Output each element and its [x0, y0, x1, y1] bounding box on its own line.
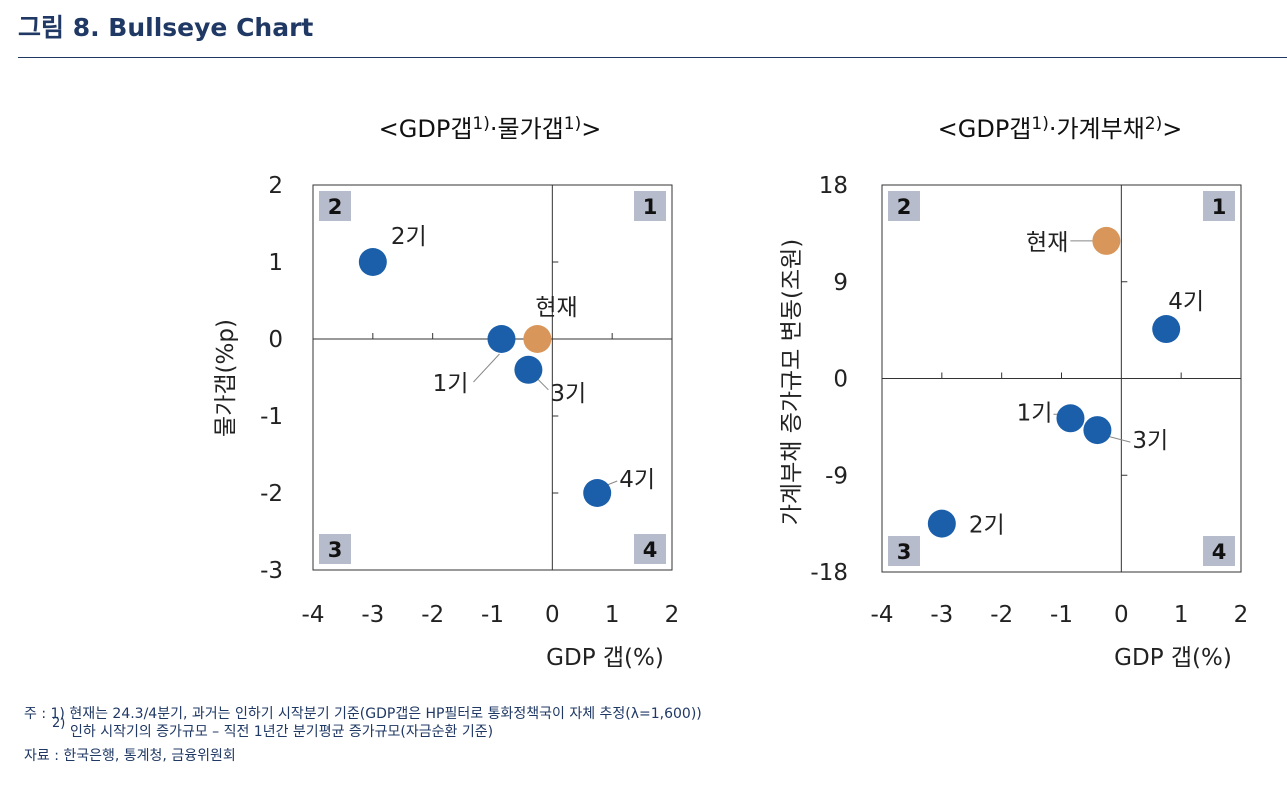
x-axis-label: GDP 갭(%)	[1114, 645, 1232, 671]
quadrant-number: 2	[897, 195, 912, 219]
y-tick-label: 18	[819, 173, 848, 199]
chart-title: <GDP갭1)·물가갭1)>	[379, 114, 602, 143]
figure-title: 그림 8. Bullseye Chart	[18, 13, 314, 42]
data-point	[927, 509, 956, 538]
x-tick-label: -1	[481, 602, 504, 628]
y-tick-label: -2	[260, 481, 283, 507]
chart-title-part: >	[1162, 115, 1182, 143]
y-tick-label: -9	[825, 463, 848, 489]
plot-frame	[312, 184, 673, 571]
note-1: 주 : 1) 현재는 24.3/4분기, 과거는 인하기 시작분기 기준(GDP…	[24, 705, 702, 723]
x-tick-label: 1	[605, 602, 620, 628]
chart-title-part: ·가계부채	[1049, 115, 1145, 143]
point-label: 2기	[391, 224, 427, 250]
x-tick-label: 1	[1174, 602, 1189, 628]
quadrant-box	[1203, 536, 1235, 566]
x-tick-label: -4	[871, 602, 894, 628]
data-point	[1083, 416, 1112, 445]
leader-line	[536, 377, 549, 391]
quadrant-number: 3	[897, 540, 912, 564]
note-1-mark: 1)	[50, 706, 65, 722]
y-axis-label: 가계부채 증가규모 변동(조원)	[779, 239, 805, 526]
data-point	[1152, 315, 1181, 344]
chart-title-superscript: 2)	[1145, 114, 1162, 134]
source-note: 자료 : 한국은행, 통계청, 금융위원회	[24, 748, 236, 764]
leader-line	[607, 480, 618, 486]
point-label: 1기	[1017, 400, 1053, 426]
chart-title-part: ·물가갭	[490, 115, 564, 143]
quadrant-box	[888, 536, 920, 566]
chart-title-superscript: 1)	[564, 114, 581, 134]
x-tick-label: -2	[421, 602, 444, 628]
y-tick-label: -18	[810, 560, 848, 586]
chart-title-part: <GDP갭	[938, 115, 1032, 143]
quadrant-number: 2	[328, 195, 343, 219]
note-2: 2) 인하 시작기의 증가규모 – 직전 1년간 분기평균 증가규모(자금순환 기…	[24, 716, 702, 741]
x-tick-label: -1	[1050, 602, 1073, 628]
point-label: 3기	[550, 381, 586, 407]
chart-title-part: >	[581, 115, 601, 143]
note-prefix: 주 :	[24, 706, 51, 722]
point-label: 현재	[1026, 230, 1068, 256]
x-tick-label: -3	[361, 602, 384, 628]
quadrant-number: 4	[643, 538, 658, 562]
quadrant-number: 3	[328, 538, 343, 562]
leader-line	[473, 353, 500, 383]
data-point	[1092, 226, 1121, 255]
chart-title-superscript: 1)	[472, 114, 489, 134]
x-tick-label: 0	[545, 602, 560, 628]
y-tick-label: 0	[833, 367, 848, 393]
point-label: 1기	[433, 371, 469, 397]
point-label: 3기	[1132, 428, 1168, 454]
note-2-mark: 2)	[52, 716, 66, 731]
note-1-text: 현재는 24.3/4분기, 과거는 인하기 시작분기 기준(GDP갭은 HP필터…	[64, 706, 702, 722]
quadrant-box	[888, 191, 920, 221]
y-tick-label: 1	[268, 250, 283, 276]
y-tick-label: -3	[260, 558, 283, 584]
title-rule	[18, 57, 1287, 58]
x-tick-label: -3	[930, 602, 953, 628]
data-point	[358, 248, 387, 276]
chart-title-superscript: 1)	[1031, 114, 1048, 134]
point-label: 현재	[535, 295, 577, 321]
x-axis-label: GDP 갭(%)	[546, 645, 664, 671]
quadrant-box	[634, 534, 666, 564]
point-label: 2기	[969, 513, 1005, 539]
quadrant-number: 1	[1212, 195, 1227, 219]
footnotes: 주 : 1) 현재는 24.3/4분기, 과거는 인하기 시작분기 기준(GDP…	[24, 705, 702, 765]
point-label: 4기	[1168, 289, 1204, 315]
note-2-text: 인하 시작기의 증가규모 – 직전 1년간 분기평균 증가규모(자금순환 기준)	[70, 724, 494, 740]
data-point	[583, 479, 612, 507]
x-tick-label: 0	[1114, 602, 1129, 628]
data-point	[523, 325, 552, 353]
y-tick-label: 2	[268, 173, 283, 199]
quadrant-number: 4	[1212, 540, 1227, 564]
chart-panel-2: <GDP갭1)·가계부채2)> -4 -3 -2 -1 0 1 2 18 9 0 -9 -18 GDP 갭…	[779, 114, 1248, 671]
data-point	[514, 355, 543, 384]
quadrant-box	[319, 534, 351, 564]
chart-title: <GDP갭1)·가계부채2)>	[938, 114, 1183, 143]
data-point	[1056, 404, 1085, 433]
x-tick-label: 2	[1234, 602, 1249, 628]
x-tick-label: 2	[665, 602, 680, 628]
y-axis-label: 물가갭(%p)	[213, 319, 239, 437]
quadrant-box	[634, 191, 666, 221]
y-tick-label: 0	[268, 327, 283, 353]
y-tick-label: -1	[260, 404, 283, 430]
y-tick-label: 9	[833, 270, 848, 296]
chart-title-part: <GDP갭	[379, 115, 473, 143]
point-label: 4기	[619, 467, 655, 493]
x-tick-label: -4	[302, 602, 325, 628]
quadrant-box	[1203, 191, 1235, 221]
data-point	[487, 325, 516, 353]
quadrant-number: 1	[643, 195, 658, 219]
leader-line	[1107, 435, 1131, 443]
x-tick-label: -2	[990, 602, 1013, 628]
quadrant-box	[319, 191, 351, 221]
